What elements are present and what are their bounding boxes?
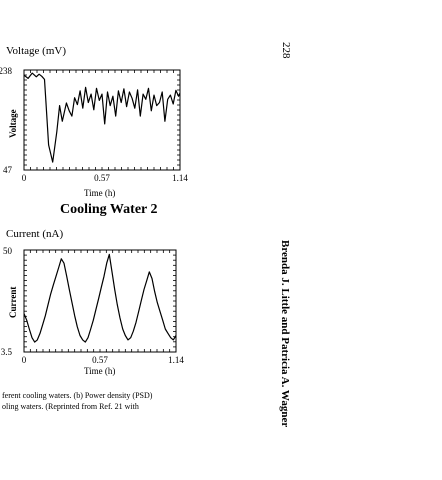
- current-chart: 50 3.5 0 0.57 1.14: [1, 246, 185, 365]
- section-title: Cooling Water 2: [60, 202, 158, 217]
- voltage-panel-title: Voltage (mV): [6, 45, 66, 57]
- current-x-tick-label: 0: [22, 355, 27, 365]
- voltage-x-tick-label: 0: [22, 173, 27, 183]
- voltage-x-axis-label: Time (h): [84, 188, 116, 198]
- voltage-x-tick-label: 1.14: [172, 173, 188, 183]
- current-series-line: [23, 253, 177, 343]
- figure-caption-line-1: ferent cooling waters. (b) Power density…: [2, 391, 153, 400]
- current-x-axis-label: Time (h): [84, 366, 116, 376]
- current-plot-frame: [23, 249, 177, 353]
- current-panel-title: Current (nA): [6, 228, 64, 240]
- current-x-tick-label: 1.14: [168, 355, 184, 365]
- page-number: 228: [280, 42, 292, 59]
- voltage-y-tick-label-top: 238: [0, 66, 13, 76]
- voltage-chart: 238 47 0 0.57 1.14: [0, 66, 188, 183]
- voltage-series-line: [23, 72, 181, 163]
- running-head: Brenda J. Little and Patricia A. Wagner: [279, 240, 291, 428]
- current-y-tick-label-bottom: 3.5: [1, 347, 13, 357]
- voltage-x-tick-label: 0.57: [94, 173, 110, 183]
- current-y-tick-label-top: 50: [3, 246, 13, 256]
- figure-caption-line-2: oling waters. (Reprinted from Ref. 21 wi…: [2, 402, 139, 411]
- current-x-tick-label: 0.57: [92, 355, 108, 365]
- voltage-y-tick-label-bottom: 47: [3, 165, 13, 175]
